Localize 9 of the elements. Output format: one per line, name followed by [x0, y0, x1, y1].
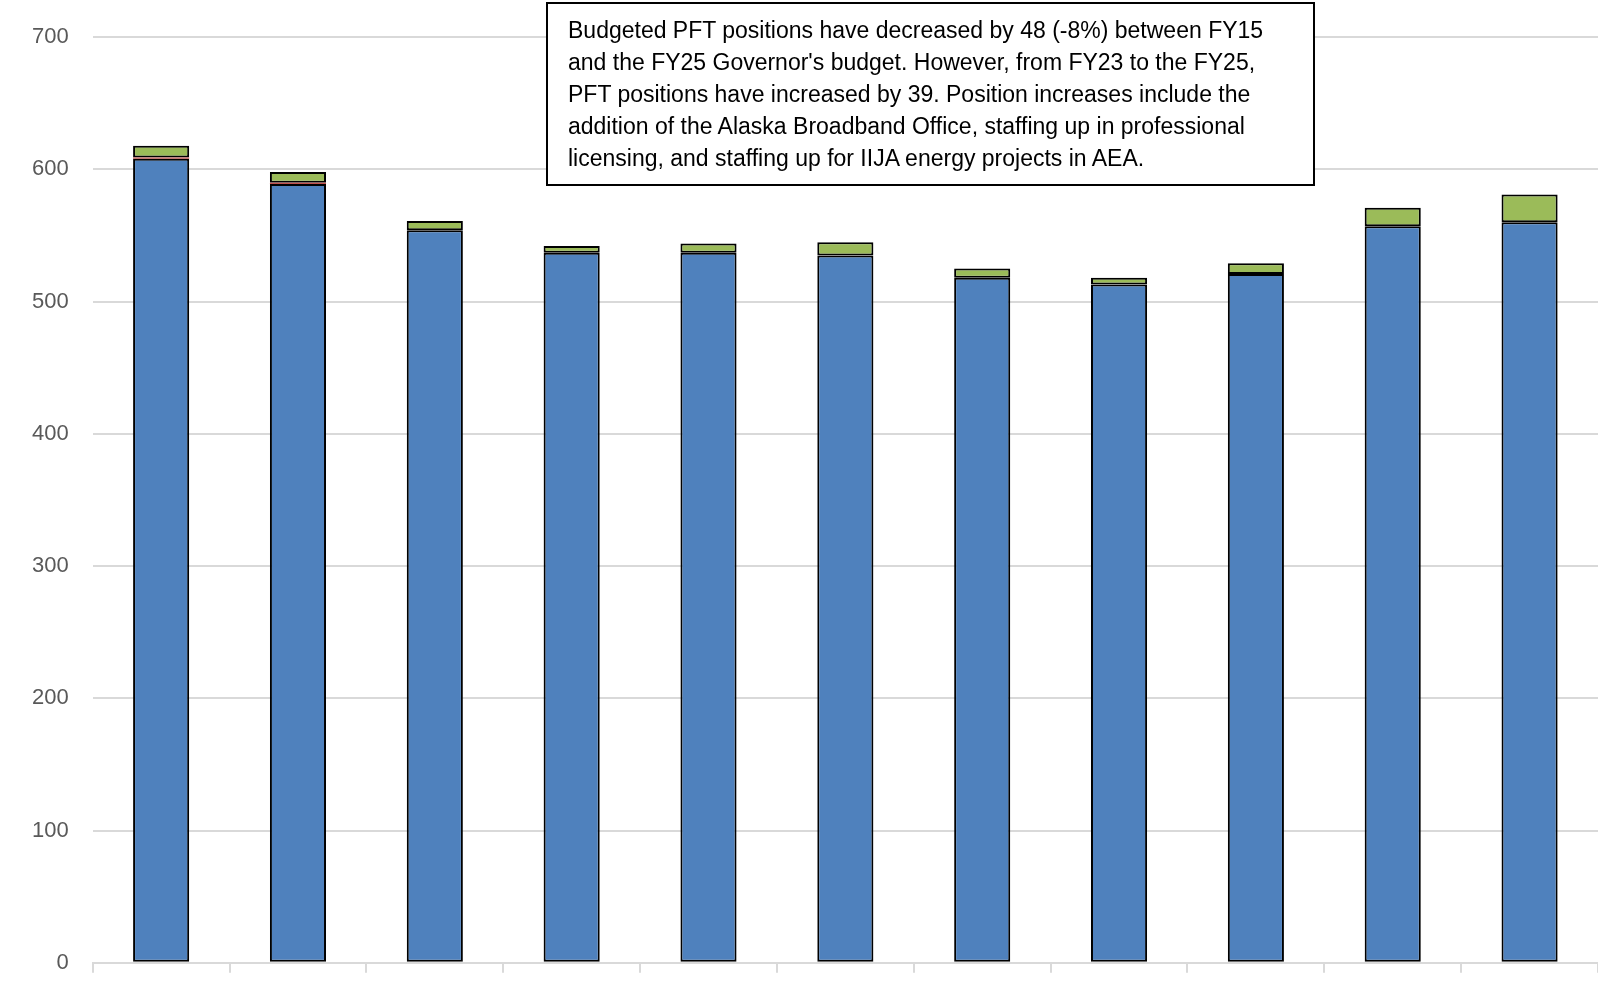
y-tick-label: 200: [31, 684, 69, 710]
y-tick-label: 600: [31, 155, 69, 181]
y-tick-label: 100: [31, 816, 69, 842]
note-box: Budgeted PFT positions have decreased by 48 (-8%) between FY15 and the FY25 Governor's budget. However, from FY23 to the FY25, PFT positions have increased by 39. Position increases include the addition of the Alaska Broadband Office, staffing up in professional licensing, and staffing up for IIJA energy projects in AEA.: [546, 2, 1315, 186]
y-tick-label: 0: [56, 948, 69, 974]
y-tick-label: 300: [31, 552, 69, 578]
y-tick-label: 400: [31, 419, 69, 445]
y-tick-label: 500: [31, 287, 69, 313]
y-tick-label: 700: [31, 23, 69, 49]
